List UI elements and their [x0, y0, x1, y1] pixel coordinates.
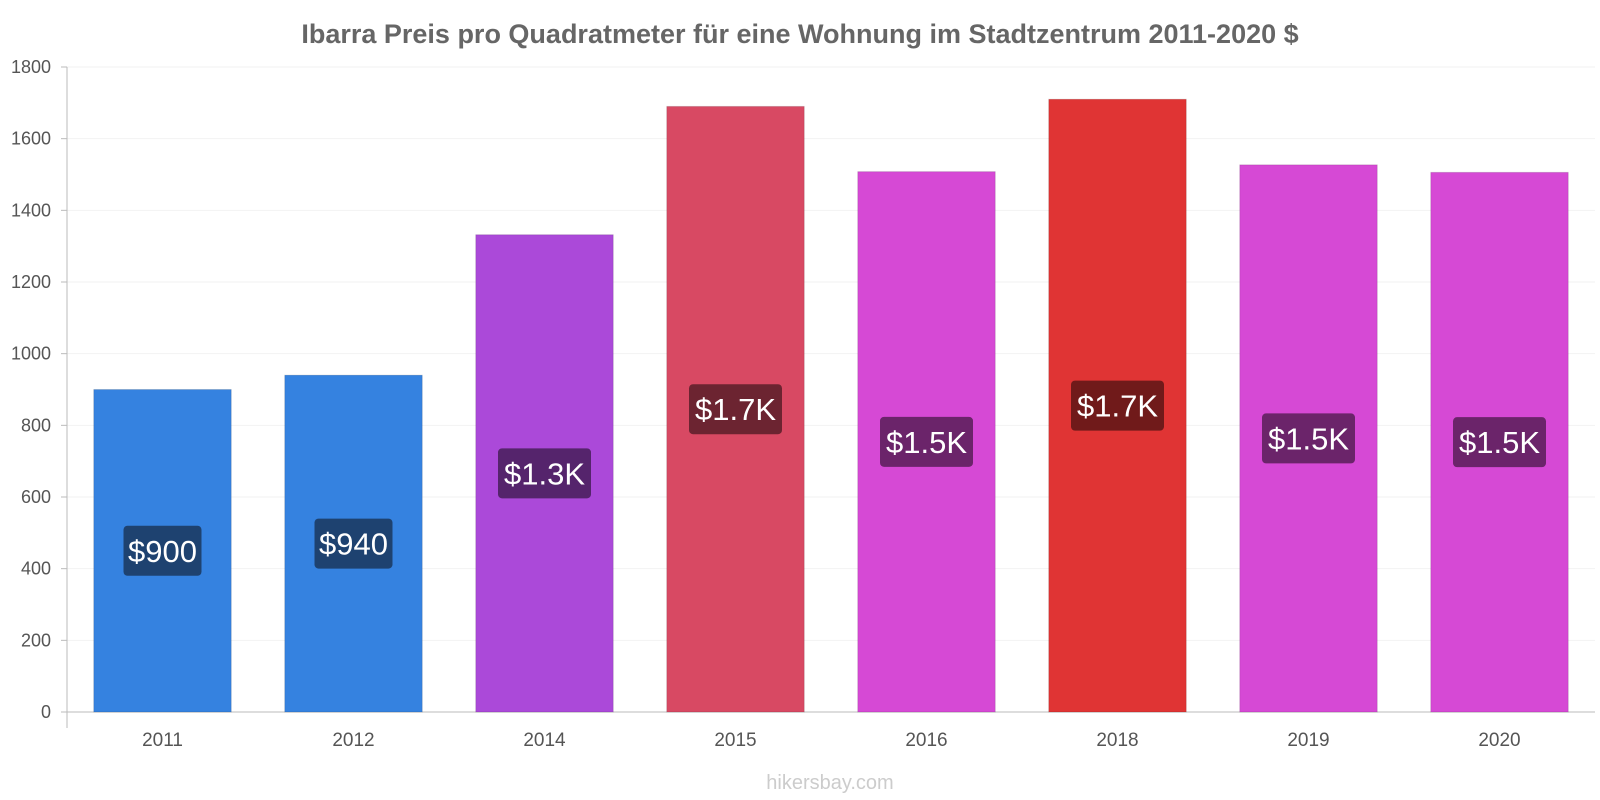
value-label: $1.5K [1459, 425, 1540, 460]
value-label-bg [880, 416, 973, 467]
y-tick-label: 0 [41, 702, 51, 722]
y-tick-label: 1000 [11, 344, 51, 364]
x-tick-label: 2019 [1287, 730, 1329, 751]
value-label-bg [1453, 417, 1546, 468]
y-tick-label: 400 [21, 559, 51, 579]
x-tick-label: 2018 [1096, 730, 1138, 751]
value-label: $900 [128, 534, 197, 569]
value-label: $1.3K [504, 456, 585, 491]
value-label-bg [1262, 413, 1355, 464]
value-label-bg [314, 518, 393, 569]
x-tick-label: 2014 [523, 730, 566, 751]
chart-title: Ibarra Preis pro Quadratmeter für eine W… [301, 19, 1298, 49]
x-tick-label: 2011 [142, 730, 183, 751]
value-label-bg [123, 525, 202, 576]
y-tick-label: 1600 [11, 129, 51, 149]
y-tick-label: 1400 [11, 200, 51, 220]
value-label-bg [498, 448, 591, 499]
value-label-bg [1071, 380, 1164, 431]
x-tick-label: 2020 [1478, 730, 1520, 751]
value-label: $1.7K [695, 392, 776, 427]
x-tick-label: 2015 [714, 730, 756, 751]
y-tick-label: 800 [21, 415, 51, 435]
bar-layer [93, 98, 1569, 713]
value-label-bg [689, 384, 782, 435]
axis-layer: 0 200 400 600 800 1000 1200 1400 1600 1800 2011 201… [11, 57, 1595, 751]
y-tick-label: 200 [21, 630, 51, 650]
label-layer: $900 $940 $1.3K $1.7K $1.5K $1.7K $1.5K $1.5K [123, 380, 1546, 576]
value-label: $1.7K [1077, 389, 1158, 424]
value-label: $1.5K [1268, 421, 1349, 456]
value-label: $1.5K [886, 425, 967, 460]
y-tick-label: 1800 [11, 57, 51, 77]
y-tick-label: 600 [21, 487, 51, 507]
x-tick-label: 2016 [905, 730, 947, 751]
y-tick-label: 1200 [11, 272, 51, 292]
watermark: hikersbay.com [766, 772, 893, 794]
x-tick-label: 2012 [332, 730, 374, 751]
value-label: $940 [319, 527, 388, 562]
